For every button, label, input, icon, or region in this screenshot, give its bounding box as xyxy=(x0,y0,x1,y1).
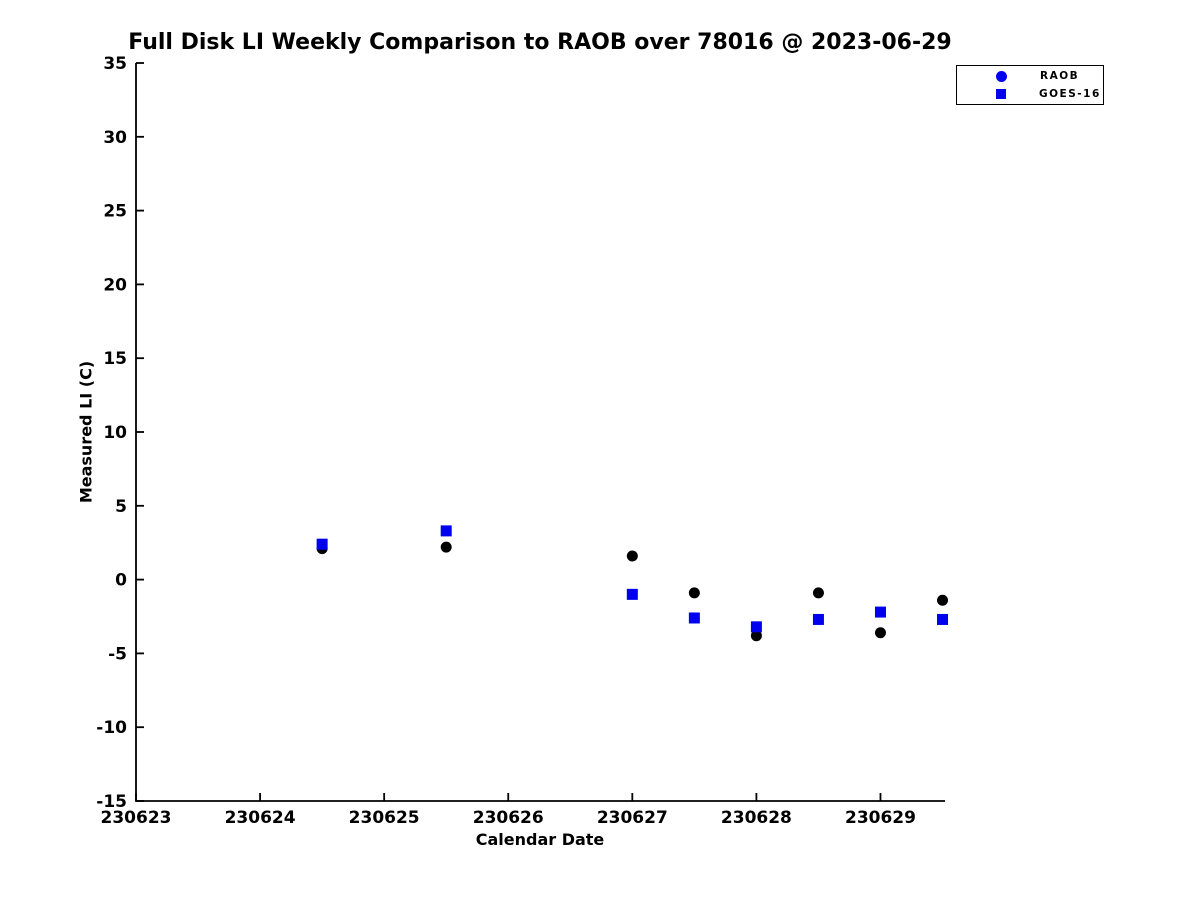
data-point-goes16 xyxy=(440,525,452,537)
y-tick-label: 35 xyxy=(103,54,127,74)
data-point-raob xyxy=(688,587,700,599)
y-tick-label: 5 xyxy=(115,497,127,517)
goes16-square-marker-icon xyxy=(996,89,1006,99)
data-point-raob xyxy=(750,630,762,642)
axis-lines xyxy=(135,63,945,802)
x-tick-label: 230626 xyxy=(473,808,544,828)
y-tick-label: 15 xyxy=(103,349,127,369)
data-point-goes16 xyxy=(874,606,886,618)
y-tick-label: -10 xyxy=(96,718,127,738)
x-tick-label: 230627 xyxy=(597,808,668,828)
y-tick-label: -15 xyxy=(96,792,127,812)
data-point-goes16 xyxy=(812,613,824,625)
data-point-goes16 xyxy=(688,612,700,624)
data-point-raob xyxy=(812,587,824,599)
y-tick-label: -5 xyxy=(108,644,127,664)
legend-item-goes16: GOES-16 xyxy=(957,86,1103,102)
y-tick-label: 25 xyxy=(103,202,127,222)
y-tick-label: 30 xyxy=(103,128,127,148)
x-tick-label: 230623 xyxy=(101,808,172,828)
legend: RAOB GOES-16 xyxy=(956,65,1104,105)
y-tick-label: 0 xyxy=(115,571,127,591)
chart-title: Full Disk LI Weekly Comparison to RAOB o… xyxy=(128,30,952,55)
y-axis-label: Measured LI (C) xyxy=(76,360,96,504)
data-point-raob xyxy=(440,541,452,553)
x-tick-label: 230624 xyxy=(225,808,296,828)
data-point-raob xyxy=(874,627,886,639)
x-axis-label: Calendar Date xyxy=(475,830,605,849)
legend-item-raob: RAOB xyxy=(957,68,1103,84)
legend-label-goes16: GOES-16 xyxy=(1039,88,1101,100)
y-tick-label: 20 xyxy=(103,275,127,295)
x-tick-label: 230629 xyxy=(845,808,916,828)
legend-label-raob: RAOB xyxy=(1040,70,1080,82)
data-point-goes16 xyxy=(626,588,638,600)
data-point-goes16 xyxy=(316,538,328,550)
x-tick-label: 230628 xyxy=(721,808,792,828)
y-tick-label: 10 xyxy=(103,423,127,443)
x-tick-label: 230625 xyxy=(349,808,420,828)
data-point-raob xyxy=(937,594,949,606)
data-point-goes16 xyxy=(937,613,949,625)
raob-circle-marker-icon xyxy=(996,70,1007,82)
data-point-goes16 xyxy=(750,621,762,633)
data-point-raob xyxy=(626,550,638,562)
